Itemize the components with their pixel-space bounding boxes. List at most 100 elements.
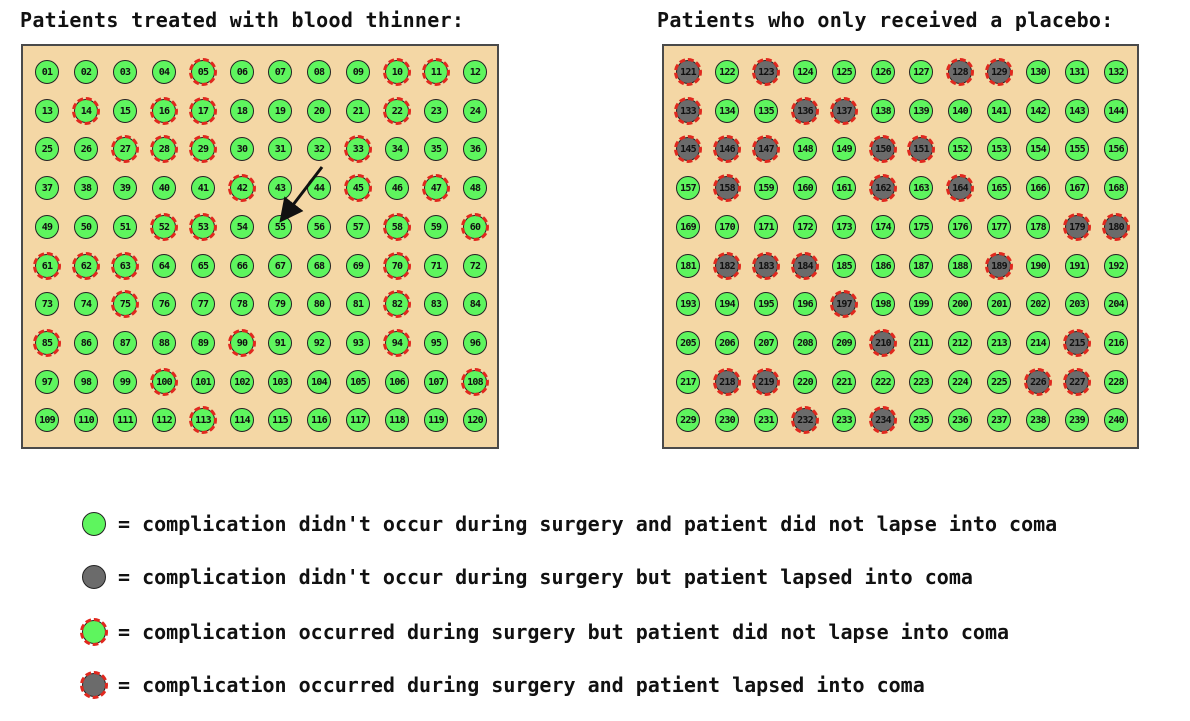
patient-126: 126 — [871, 60, 895, 84]
patient-129: 129 — [985, 58, 1013, 86]
legend-label: = complication didn't occur during surge… — [118, 512, 1058, 536]
patient-238: 238 — [1026, 408, 1050, 432]
patient-119: 119 — [424, 408, 448, 432]
patient-97: 97 — [35, 370, 59, 394]
patient-161: 161 — [832, 176, 856, 200]
patient-101: 101 — [191, 370, 215, 394]
placebo-title: Patients who only received a placebo: — [657, 8, 1114, 32]
patient-27: 27 — [111, 135, 139, 163]
patient-187: 187 — [909, 254, 933, 278]
patient-76: 76 — [152, 292, 176, 316]
patient-167: 167 — [1065, 176, 1089, 200]
patient-179: 179 — [1063, 213, 1091, 241]
patient-225: 225 — [987, 370, 1011, 394]
patient-117: 117 — [346, 408, 370, 432]
legend-item-complication-no-coma: = complication occurred during surgery b… — [80, 617, 1009, 647]
patient-1: 01 — [35, 60, 59, 84]
patient-205: 205 — [676, 331, 700, 355]
patient-98: 98 — [74, 370, 98, 394]
patient-159: 159 — [754, 176, 778, 200]
patient-139: 139 — [909, 99, 933, 123]
patient-163: 163 — [909, 176, 933, 200]
patient-148: 148 — [793, 137, 817, 161]
patient-116: 116 — [307, 408, 331, 432]
patient-180: 180 — [1102, 213, 1130, 241]
patient-12: 12 — [463, 60, 487, 84]
patient-105: 105 — [346, 370, 370, 394]
patient-64: 64 — [152, 254, 176, 278]
patient-150: 150 — [869, 135, 897, 163]
patient-133: 133 — [674, 97, 702, 125]
patient-102: 102 — [230, 370, 254, 394]
patient-145: 145 — [674, 135, 702, 163]
patient-62: 62 — [72, 252, 100, 280]
patient-24: 24 — [463, 99, 487, 123]
patient-44: 44 — [307, 176, 331, 200]
patient-174: 174 — [871, 215, 895, 239]
patient-223: 223 — [909, 370, 933, 394]
patient-237: 237 — [987, 408, 1011, 432]
patient-195: 195 — [754, 292, 778, 316]
patient-13: 13 — [35, 99, 59, 123]
patient-154: 154 — [1026, 137, 1050, 161]
patient-21: 21 — [346, 99, 370, 123]
patient-61: 61 — [33, 252, 61, 280]
patient-227: 227 — [1063, 368, 1091, 396]
patient-72: 72 — [463, 254, 487, 278]
patient-8: 08 — [307, 60, 331, 84]
patient-114: 114 — [230, 408, 254, 432]
patient-132: 132 — [1104, 60, 1128, 84]
patient-140: 140 — [948, 99, 972, 123]
patient-29: 29 — [189, 135, 217, 163]
patient-75: 75 — [111, 290, 139, 318]
patient-87: 87 — [113, 331, 137, 355]
patient-234: 234 — [869, 406, 897, 434]
patient-219: 219 — [752, 368, 780, 396]
patient-175: 175 — [909, 215, 933, 239]
patient-166: 166 — [1026, 176, 1050, 200]
patient-135: 135 — [754, 99, 778, 123]
patient-224: 224 — [948, 370, 972, 394]
patient-100: 100 — [150, 368, 178, 396]
patient-55: 55 — [268, 215, 292, 239]
patient-45: 45 — [344, 174, 372, 202]
patient-10: 10 — [383, 58, 411, 86]
patient-69: 69 — [346, 254, 370, 278]
blood-thinner-title: Patients treated with blood thinner: — [20, 8, 465, 32]
patient-82: 82 — [383, 290, 411, 318]
patient-3: 03 — [113, 60, 137, 84]
patient-208: 208 — [793, 331, 817, 355]
patient-66: 66 — [230, 254, 254, 278]
patient-52: 52 — [150, 213, 178, 241]
patient-88: 88 — [152, 331, 176, 355]
patient-56: 56 — [307, 215, 331, 239]
patient-229: 229 — [676, 408, 700, 432]
patient-144: 144 — [1104, 99, 1128, 123]
patient-192: 192 — [1104, 254, 1128, 278]
patient-5: 05 — [189, 58, 217, 86]
patient-91: 91 — [268, 331, 292, 355]
patient-138: 138 — [871, 99, 895, 123]
patient-228: 228 — [1104, 370, 1128, 394]
patient-200: 200 — [948, 292, 972, 316]
patient-106: 106 — [385, 370, 409, 394]
patient-110: 110 — [74, 408, 98, 432]
patient-63: 63 — [111, 252, 139, 280]
patient-77: 77 — [191, 292, 215, 316]
patient-222: 222 — [871, 370, 895, 394]
patient-184: 184 — [791, 252, 819, 280]
patient-41: 41 — [191, 176, 215, 200]
legend-item-no-complication-no-coma: = complication didn't occur during surge… — [82, 509, 1057, 539]
patient-172: 172 — [793, 215, 817, 239]
patient-36: 36 — [463, 137, 487, 161]
patient-210: 210 — [869, 329, 897, 357]
patient-216: 216 — [1104, 331, 1128, 355]
patient-107: 107 — [424, 370, 448, 394]
patient-204: 204 — [1104, 292, 1128, 316]
patient-86: 86 — [74, 331, 98, 355]
patient-79: 79 — [268, 292, 292, 316]
patient-46: 46 — [385, 176, 409, 200]
patient-177: 177 — [987, 215, 1011, 239]
green-circle-icon — [82, 512, 106, 536]
patient-47: 47 — [422, 174, 450, 202]
